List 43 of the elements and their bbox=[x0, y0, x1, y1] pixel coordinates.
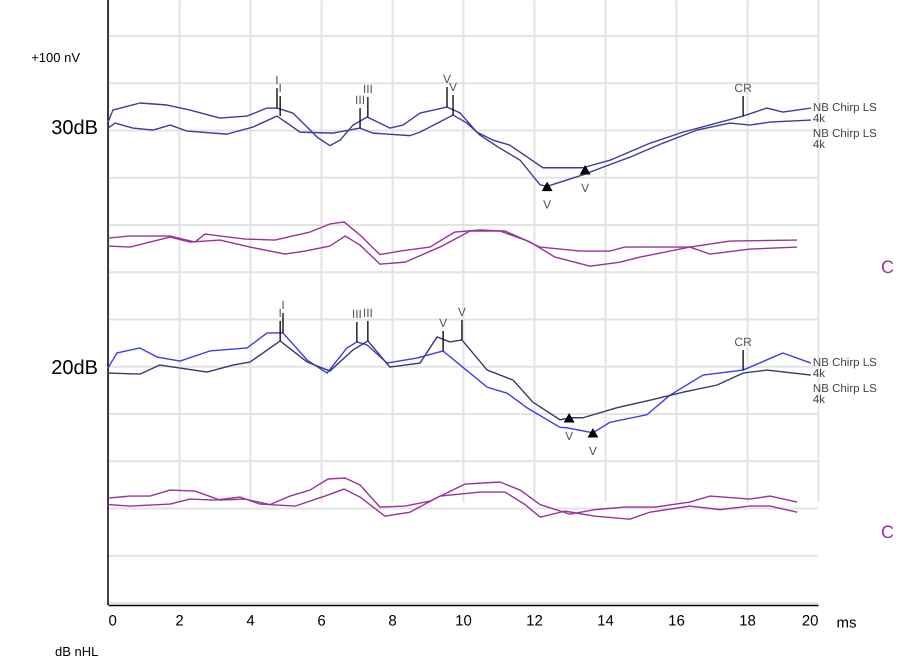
annotation: V bbox=[543, 197, 552, 212]
text: dB nHL bbox=[55, 644, 98, 659]
text: 20dB bbox=[51, 357, 98, 379]
annotation: III bbox=[355, 93, 366, 108]
point bbox=[564, 413, 575, 422]
annotation: V bbox=[565, 428, 574, 443]
annotation: V bbox=[439, 316, 448, 330]
x-tick-label: 10 bbox=[455, 612, 472, 630]
annotation: I bbox=[281, 298, 285, 312]
text: +100 nV bbox=[31, 50, 80, 65]
text: C bbox=[881, 522, 894, 542]
text: 30dB bbox=[51, 117, 98, 139]
annotation: V bbox=[581, 180, 590, 195]
annotation: III bbox=[362, 306, 373, 320]
point bbox=[580, 165, 591, 175]
x-tick-label: 2 bbox=[175, 612, 184, 630]
x-tick-label: 8 bbox=[388, 612, 397, 630]
text: C bbox=[881, 257, 894, 277]
point bbox=[542, 182, 553, 192]
series-label: NB Chirp LS 4k bbox=[812, 383, 878, 406]
x-tick-label: 16 bbox=[668, 612, 685, 630]
x-tick-label: 0 bbox=[108, 612, 117, 630]
annotation: CR bbox=[734, 81, 752, 96]
annotation: V bbox=[449, 80, 458, 94]
annotation: CR bbox=[734, 335, 752, 350]
annotation: V bbox=[588, 444, 597, 458]
point bbox=[587, 428, 598, 438]
annotation: V bbox=[458, 304, 466, 319]
x-axis-title: ms bbox=[836, 614, 856, 632]
x-tick-label: 6 bbox=[317, 612, 326, 630]
annotation: III bbox=[362, 82, 373, 96]
series-label: NB Chirp LS 4k bbox=[812, 128, 878, 152]
annotation: I bbox=[275, 73, 279, 88]
annotation: I bbox=[278, 81, 282, 96]
x-tick-label: 14 bbox=[597, 612, 614, 630]
x-tick-label: 12 bbox=[526, 612, 543, 630]
x-tick-label: 18 bbox=[739, 612, 756, 630]
series-label: NB Chirp LS 4k bbox=[812, 102, 878, 126]
annotation: I bbox=[278, 306, 282, 320]
series-label: NB Chirp LS 4k bbox=[812, 357, 878, 380]
annotation: III bbox=[352, 306, 362, 321]
x-tick-label: 4 bbox=[246, 612, 255, 630]
x-tick-label: 20 bbox=[802, 612, 818, 630]
